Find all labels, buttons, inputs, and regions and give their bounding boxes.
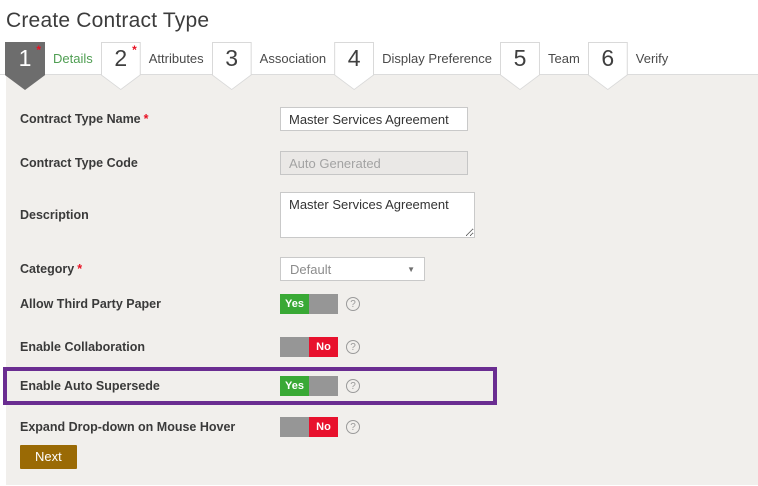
step-6-number: 6 xyxy=(601,45,615,71)
wizard-step-6: 6 Verify xyxy=(587,42,677,90)
field-label: Category * xyxy=(20,262,280,276)
field-row-contract-type-name: Contract Type Name * xyxy=(6,107,758,131)
wizard-step-4: 4 Display Preference xyxy=(334,42,500,90)
step-4-number: 4 xyxy=(347,45,361,71)
field-label: Enable Collaboration xyxy=(20,340,280,354)
help-icon[interactable]: ? xyxy=(346,297,360,311)
enable-collaboration-toggle[interactable]: No xyxy=(280,337,338,357)
field-row-allow-third-party-paper: Allow Third Party Paper Yes ? xyxy=(6,294,758,314)
step-3-label: Association xyxy=(259,51,327,66)
label-text: Allow Third Party Paper xyxy=(20,297,162,311)
toggle-knob xyxy=(280,417,309,437)
required-asterisk-icon: * xyxy=(77,262,83,276)
step-2-label: Attributes xyxy=(148,51,204,66)
next-button[interactable]: Next xyxy=(20,445,77,469)
contract-type-code-input xyxy=(280,151,468,175)
required-asterisk-icon: * xyxy=(36,43,41,57)
field-row-description: Description Master Services Agreement xyxy=(6,192,758,238)
description-textarea[interactable]: Master Services Agreement xyxy=(280,192,475,238)
step-2-badge[interactable]: 2 * xyxy=(100,42,141,90)
step-3-number: 3 xyxy=(225,45,239,71)
page-title: Create Contract Type xyxy=(6,9,210,32)
help-icon[interactable]: ? xyxy=(346,340,360,354)
step-1-number: 1 xyxy=(18,45,32,71)
step-1-label: Details xyxy=(53,51,93,66)
step-2-number: 2 xyxy=(114,45,128,71)
field-label: Allow Third Party Paper xyxy=(20,297,280,311)
field-label: Contract Type Name * xyxy=(20,112,280,126)
wizard-step-2: 2 * Attributes xyxy=(100,42,212,90)
field-label: Enable Auto Supersede xyxy=(20,379,280,393)
wizard-step-5: 5 Team xyxy=(499,42,588,90)
toggle-knob xyxy=(280,337,309,357)
toggle-off-segment: No xyxy=(309,417,338,437)
enable-auto-supersede-toggle[interactable]: Yes xyxy=(280,376,338,396)
field-label: Description xyxy=(20,208,280,222)
required-asterisk-icon: * xyxy=(132,43,137,57)
toggle-knob xyxy=(309,294,338,314)
field-row-enable-auto-supersede: Enable Auto Supersede Yes ? xyxy=(7,376,493,396)
field-row-contract-type-code: Contract Type Code xyxy=(6,151,758,175)
label-text: Expand Drop-down on Mouse Hover xyxy=(20,420,236,434)
step-5-number: 5 xyxy=(513,45,527,71)
step-3-badge[interactable]: 3 xyxy=(211,42,252,90)
step-1-badge[interactable]: 1 * xyxy=(5,42,45,90)
field-row-category: Category * Default ▼ xyxy=(6,257,758,281)
wizard-step-3: 3 Association xyxy=(211,42,334,90)
expand-dropdown-on-mouse-hover-toggle[interactable]: No xyxy=(280,417,338,437)
allow-third-party-paper-toggle[interactable]: Yes xyxy=(280,294,338,314)
toggle-knob xyxy=(309,376,338,396)
toggle-on-segment: Yes xyxy=(280,294,309,314)
label-text: Enable Collaboration xyxy=(20,340,146,354)
field-label: Expand Drop-down on Mouse Hover xyxy=(20,420,280,434)
wizard-stepper: 1 * Details 2 * Attributes 3 Association xyxy=(0,42,758,90)
step-6-label: Verify xyxy=(635,51,669,66)
highlight-annotation-box: Enable Auto Supersede Yes ? xyxy=(3,367,497,405)
toggle-off-segment: No xyxy=(309,337,338,357)
label-text: Contract Type Code xyxy=(20,156,138,170)
step-6-badge[interactable]: 6 xyxy=(587,42,628,90)
field-row-enable-collaboration: Enable Collaboration No ? xyxy=(6,337,758,357)
form-panel: Contract Type Name* Contract Type Code D… xyxy=(3,75,758,485)
help-icon[interactable]: ? xyxy=(346,379,360,393)
wizard-step-1: 1 * Details xyxy=(5,42,101,90)
label-text: Category xyxy=(20,262,75,276)
label-text: Contract Type Name xyxy=(20,112,141,126)
label-text: Enable Auto Supersede xyxy=(20,379,160,393)
step-4-label: Display Preference xyxy=(382,51,492,66)
selected-option: Default xyxy=(290,261,332,277)
step-5-label: Team xyxy=(547,51,580,66)
toggle-on-segment: Yes xyxy=(280,376,309,396)
contract-type-name-input[interactable] xyxy=(280,107,468,131)
step-5-badge[interactable]: 5 xyxy=(499,42,540,90)
step-4-badge[interactable]: 4 xyxy=(334,42,375,90)
chevron-down-icon: ▼ xyxy=(407,264,415,274)
required-asterisk-icon: * xyxy=(143,112,149,126)
field-row-expand-dropdown-on-mouse-hover: Expand Drop-down on Mouse Hover No ? xyxy=(6,417,758,437)
label-text: Description xyxy=(20,208,89,222)
help-icon[interactable]: ? xyxy=(346,420,360,434)
field-label: Contract Type Code xyxy=(20,156,280,170)
category-select[interactable]: Default ▼ xyxy=(280,257,425,281)
